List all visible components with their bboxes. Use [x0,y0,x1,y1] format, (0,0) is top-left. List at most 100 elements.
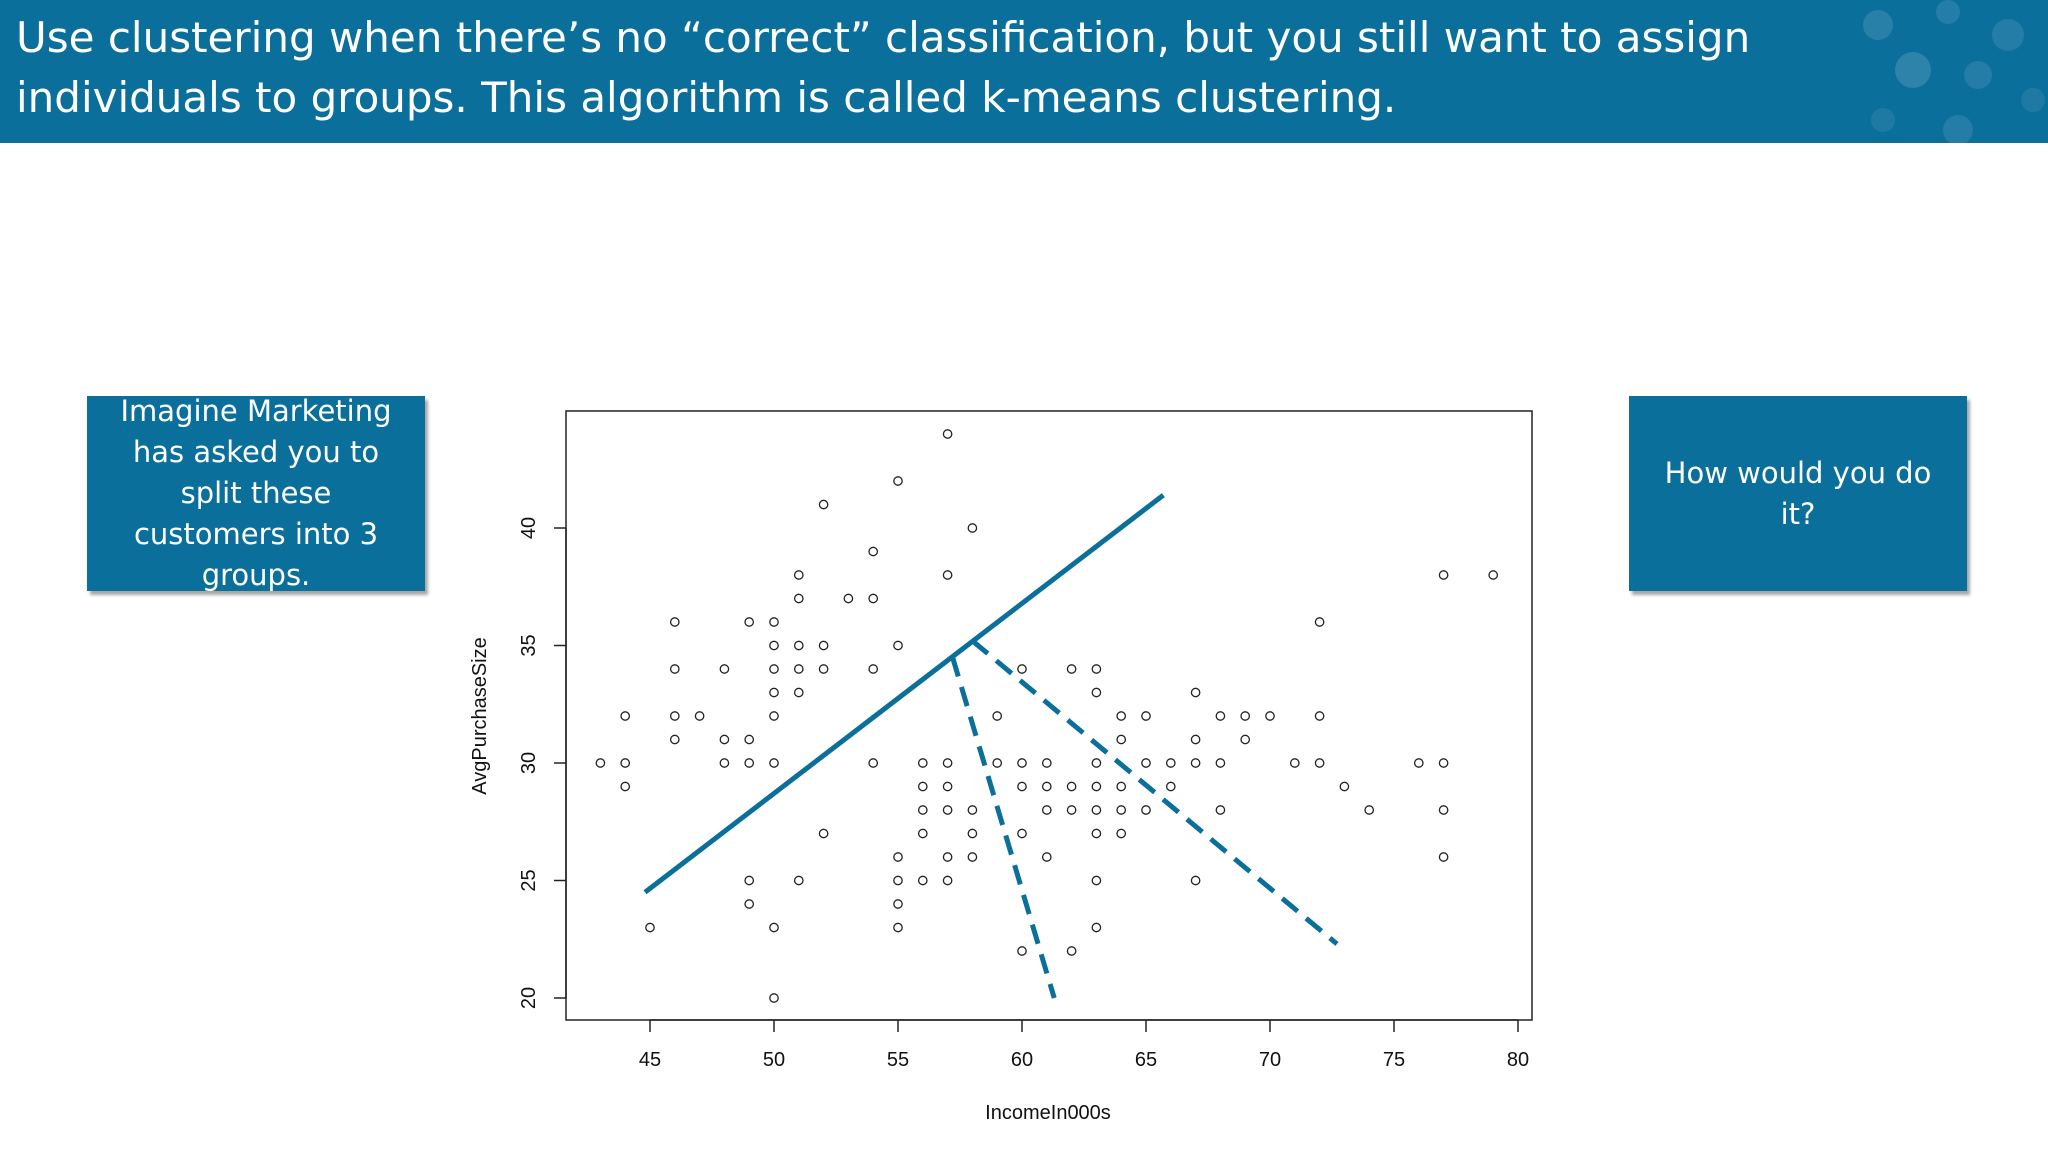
data-point [967,852,978,862]
data-point [992,758,1003,768]
data-point [1091,922,1102,933]
plot-frame [565,410,1533,1021]
data-point [818,499,829,510]
dashed-cluster-line [970,638,1339,946]
data-point [744,758,755,768]
data-point [917,781,928,792]
data-point [818,640,829,651]
right-callout-box: How would you do it? [1629,396,1967,591]
data-point [1041,758,1052,768]
x-tick-label: 55 [887,1049,909,1071]
data-point [917,805,928,815]
data-point [620,781,631,792]
data-point [793,664,804,674]
data-point [1141,758,1151,768]
y-tick-label: 40 [518,517,540,539]
x-tick-label: 60 [1011,1049,1033,1071]
data-point [1066,805,1077,815]
data-point [1240,711,1251,721]
data-point [1116,781,1127,792]
data-point [1116,828,1127,839]
data-point [1091,828,1102,839]
data-point [1041,781,1052,792]
y-tick-label: 30 [518,752,540,774]
data-point [893,899,903,909]
title-banner: Use clustering when there’s no “correct”… [0,0,2048,143]
data-point [893,922,903,933]
data-point [669,617,680,627]
data-point [1215,805,1226,815]
data-point [1339,781,1350,792]
decorative-dots-icon [1863,0,2045,143]
x-tick-label: 65 [1135,1049,1157,1071]
y-axis-title: AvgPurchaseSize [469,637,491,795]
data-point [769,617,779,627]
data-point [818,664,829,674]
data-point [793,593,804,604]
data-point [1438,570,1449,580]
data-point [917,828,928,839]
data-point [893,476,903,486]
data-point [1091,805,1102,815]
x-tick-label: 50 [763,1049,785,1071]
y-tick-label: 25 [518,869,540,891]
data-point [1116,805,1127,815]
y-axis: 20 25 30 35 40 [518,517,567,1009]
data-point [1091,781,1102,792]
left-callout-text: Imagine Marketing has asked you to split… [120,394,392,592]
data-point [1066,781,1077,792]
data-point [818,828,829,839]
data-point [917,758,928,768]
data-point [967,828,978,839]
data-point [1190,875,1201,886]
data-point [992,711,1003,721]
data-point [1017,664,1027,674]
data-point [1041,805,1052,815]
data-point [793,875,804,886]
data-point [1091,758,1102,768]
data-point [719,664,730,674]
data-point [1215,758,1226,768]
data-point [793,570,804,580]
solid-cluster-line [643,493,1165,895]
data-point [1438,852,1449,862]
data-point [1265,711,1275,721]
data-point [1165,758,1176,768]
data-point [1438,758,1449,768]
data-point [942,429,953,439]
data-point [1041,852,1052,862]
data-point [893,640,903,651]
data-point [868,593,879,604]
left-callout-box: Imagine Marketing has asked you to split… [87,394,425,592]
data-point [645,922,655,933]
data-point [1314,758,1325,768]
data-point [769,687,779,698]
data-point [620,758,631,768]
data-point [1116,734,1127,745]
data-point [1488,570,1499,580]
y-tick-label: 20 [518,987,540,1009]
data-point [1314,617,1325,627]
data-point [1413,758,1424,768]
x-axis-title: IncomeIn000s [985,1102,1111,1124]
data-point [744,734,755,745]
data-point [719,758,730,768]
data-point [942,781,953,792]
data-point [1364,805,1375,815]
data-point [917,875,928,886]
data-point [1190,734,1201,745]
data-point [769,758,779,768]
data-point [1091,687,1102,698]
data-point [669,734,680,745]
data-point [1017,828,1027,839]
data-point [595,758,606,768]
data-point [744,899,755,909]
data-point [769,664,779,674]
data-point [1116,711,1127,721]
data-point [843,593,854,604]
data-point [1240,734,1251,745]
data-point [769,922,779,933]
data-point [967,805,978,815]
data-point [1314,711,1325,721]
